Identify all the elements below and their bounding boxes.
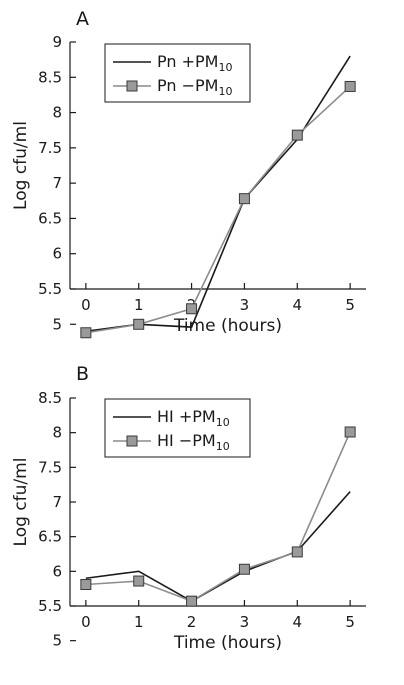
legend-entry-subscript: 10: [218, 85, 232, 98]
series-line-1: [85, 85, 351, 334]
y-tick-label: 6.5: [38, 209, 62, 227]
x-tick-label: 1: [134, 296, 144, 314]
x-tick-label: 0: [81, 296, 91, 314]
y-tick-label: 7: [52, 174, 62, 192]
series-marker: [133, 318, 145, 330]
legend-entry-name: Pn −PM: [157, 76, 218, 95]
legend-entry-name: HI +PM: [157, 407, 216, 426]
legend-box: [104, 398, 251, 458]
legend-entry-subscript: 10: [216, 416, 230, 429]
x-axis-title: Time (hours): [173, 633, 282, 653]
series-marker: [186, 595, 198, 607]
legend-entry: HI +PM10: [157, 407, 230, 429]
chart-panel-b: B 5.5 5 6 6.5 7 7.5 8 8.5 0 1 2 3 4 5 Time (hours) Log c…: [11, 363, 366, 653]
legend-entry-subscript: 10: [218, 61, 232, 74]
y-tick-label: 8: [52, 104, 62, 122]
legend-entry-name: HI −PM: [157, 431, 216, 450]
legend-entry-subscript: 10: [216, 440, 230, 453]
series-marker: [291, 129, 303, 141]
y-tick-label: 5: [52, 315, 62, 333]
x-tick-label: 2: [187, 613, 197, 631]
y-tick-label: 5: [52, 632, 62, 650]
legend-swatch-marker: [126, 435, 138, 447]
x-tick-label: 5: [345, 296, 355, 314]
series-marker: [186, 303, 198, 315]
x-tick-label: 0: [81, 613, 91, 631]
series-marker: [238, 193, 250, 205]
series-marker: [344, 426, 356, 438]
series-marker: [238, 563, 250, 575]
x-tick-label: 4: [293, 296, 303, 314]
series-marker: [344, 80, 356, 92]
panel-label: A: [76, 8, 89, 30]
y-tick-label: 8.5: [38, 68, 62, 86]
series-marker: [80, 579, 92, 591]
y-tick-label: 8: [52, 424, 62, 442]
y-tick-label: 6.5: [38, 528, 62, 546]
x-tick-label: 5: [345, 613, 355, 631]
legend-entry: HI −PM10: [157, 431, 230, 453]
x-tick-label: 3: [240, 296, 250, 314]
y-tick-label: 7.5: [38, 139, 62, 157]
y-tick-label: 9: [52, 33, 62, 51]
legend-entry: Pn +PM10: [157, 52, 232, 74]
y-tick-label: 6: [52, 245, 62, 263]
legend-entry: Pn −PM10: [157, 76, 232, 98]
x-tick-label: 3: [240, 613, 250, 631]
series-marker: [133, 575, 145, 587]
x-axis-title: Time (hours): [173, 316, 282, 336]
panel-label: B: [76, 363, 89, 385]
x-tick-label: 4: [293, 613, 303, 631]
y-tick-label: 5.5: [38, 597, 62, 615]
y-axis-title: Log cfu/ml: [11, 121, 31, 210]
legend-entry-name: Pn +PM: [157, 52, 218, 71]
legend-swatch-marker: [126, 80, 138, 92]
y-tick-label: 5.5: [38, 280, 62, 298]
series-marker: [291, 546, 303, 558]
series-marker: [80, 327, 92, 339]
y-tick-label: 7: [52, 493, 62, 511]
series-line-0: [85, 491, 351, 603]
y-axis-title: Log cfu/ml: [11, 458, 31, 547]
legend-box: [104, 43, 251, 103]
y-tick-label: 6: [52, 562, 62, 580]
x-tick-label: 1: [134, 613, 144, 631]
y-tick-label: 8.5: [38, 389, 62, 407]
series-line-1: [85, 431, 351, 603]
y-tick-label: 7.5: [38, 458, 62, 476]
